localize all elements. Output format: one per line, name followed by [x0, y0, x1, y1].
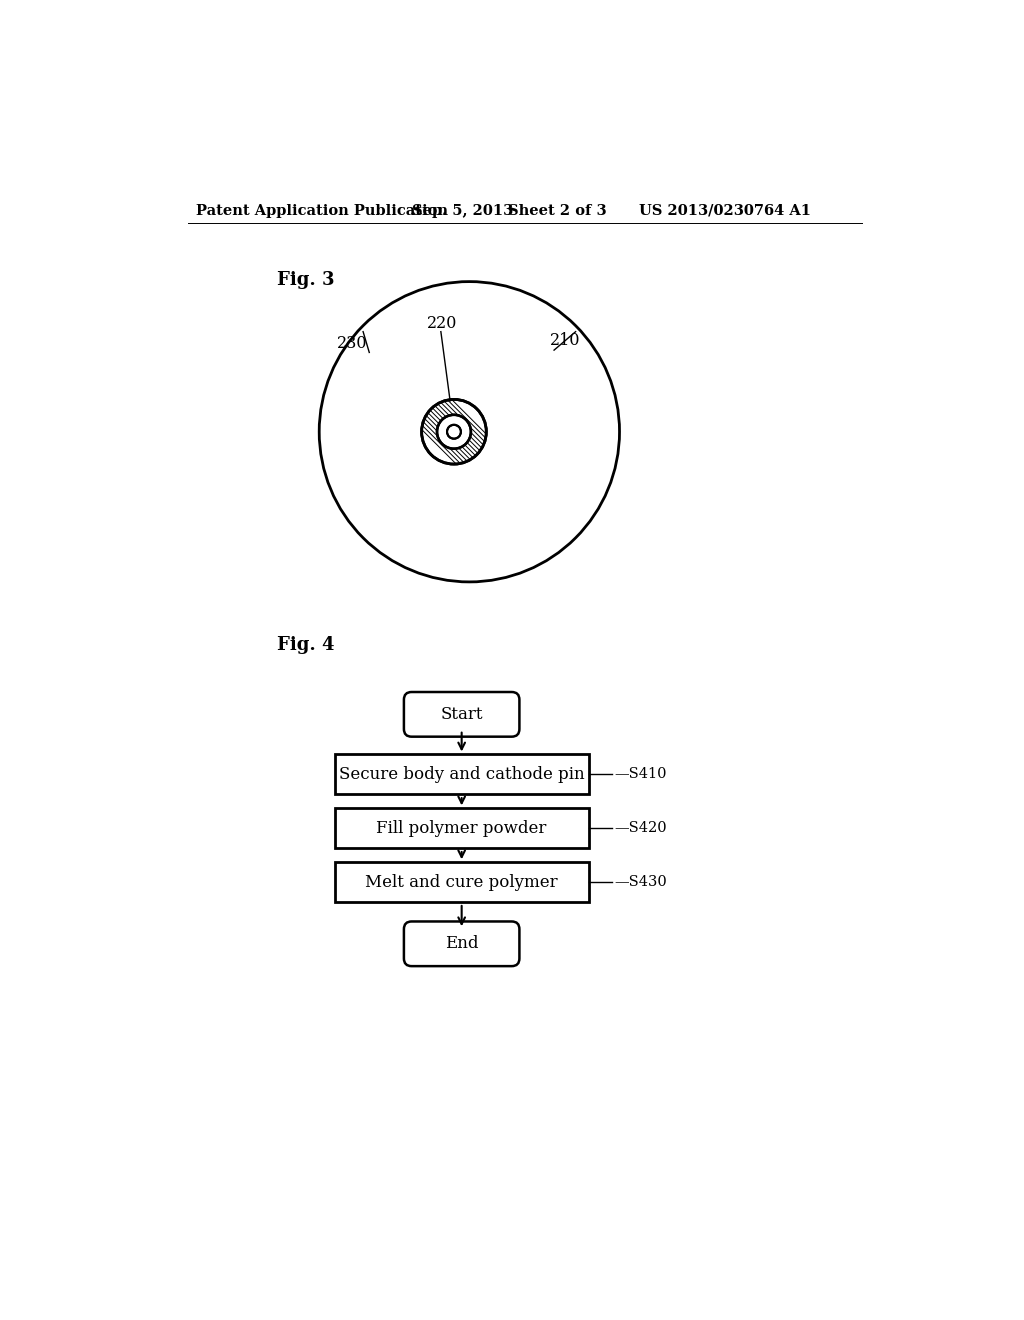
Text: Melt and cure polymer: Melt and cure polymer: [366, 874, 558, 891]
Text: —S410: —S410: [614, 767, 667, 781]
Text: Secure body and cathode pin: Secure body and cathode pin: [339, 766, 585, 783]
Text: Fill polymer powder: Fill polymer powder: [377, 820, 547, 837]
Text: —S420: —S420: [614, 821, 667, 836]
Bar: [335, 755, 589, 795]
Text: End: End: [444, 936, 478, 952]
Text: Sheet 2 of 3: Sheet 2 of 3: [508, 203, 606, 218]
Text: Patent Application Publication: Patent Application Publication: [196, 203, 449, 218]
Text: 230: 230: [337, 335, 368, 351]
Bar: [335, 808, 589, 849]
Text: 210: 210: [550, 333, 581, 350]
Text: 220: 220: [427, 315, 458, 333]
Text: —S430: —S430: [614, 875, 667, 890]
Text: US 2013/0230764 A1: US 2013/0230764 A1: [639, 203, 811, 218]
Text: Sep. 5, 2013: Sep. 5, 2013: [412, 203, 513, 218]
Bar: [335, 862, 589, 903]
Text: Fig. 3: Fig. 3: [276, 271, 335, 289]
Text: Start: Start: [440, 706, 483, 723]
FancyBboxPatch shape: [403, 692, 519, 737]
FancyBboxPatch shape: [403, 921, 519, 966]
Text: Fig. 4: Fig. 4: [276, 636, 335, 653]
